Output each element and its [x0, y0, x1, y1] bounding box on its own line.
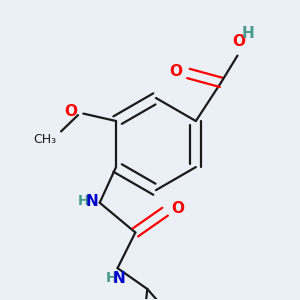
Text: N: N: [86, 194, 99, 209]
Text: O: O: [171, 201, 184, 216]
Text: O: O: [169, 64, 182, 80]
Text: H: H: [78, 194, 89, 208]
Text: O: O: [64, 104, 77, 119]
Text: N: N: [112, 271, 125, 286]
Text: H: H: [242, 26, 254, 41]
Text: H: H: [105, 271, 117, 285]
Text: CH₃: CH₃: [34, 133, 57, 146]
Text: O: O: [232, 34, 245, 49]
